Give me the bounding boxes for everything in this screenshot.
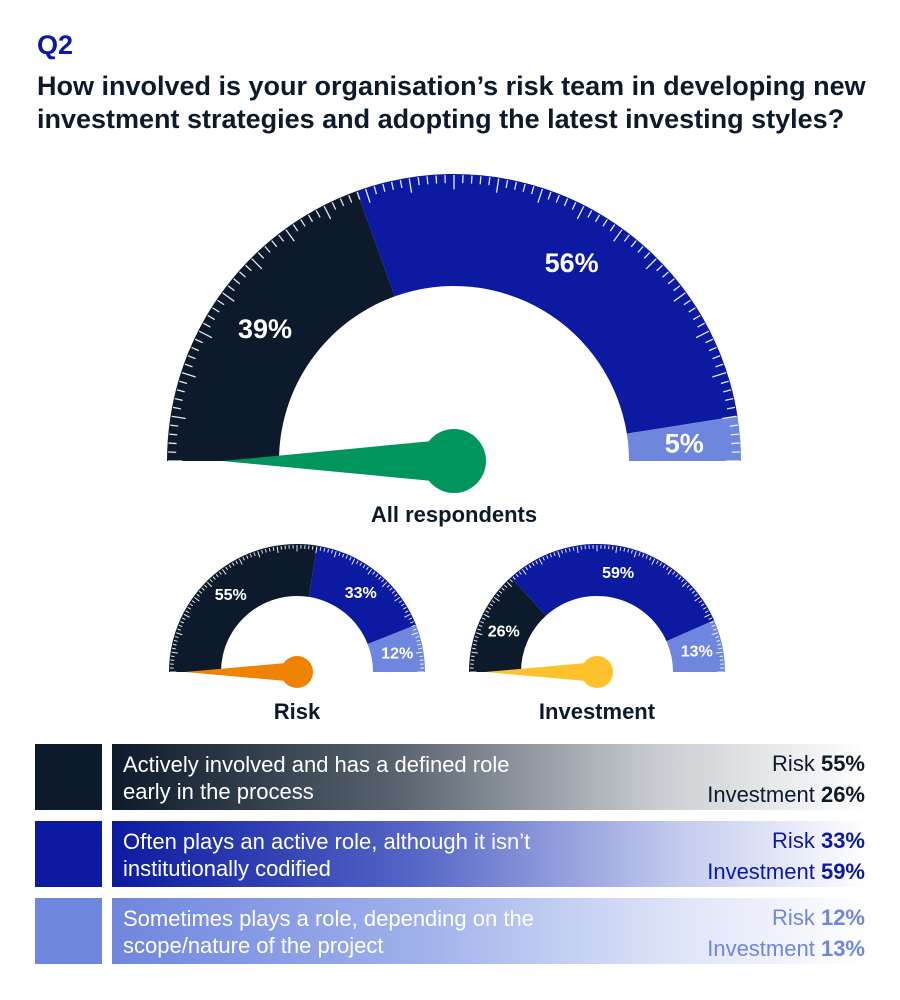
legend-label-often: Often plays an active role, although it …: [123, 829, 531, 881]
gauge-risk-label-often: 33%: [345, 585, 377, 602]
legend-risk-label: Risk: [772, 905, 815, 930]
gauge-investment-label-actively: 26%: [488, 623, 520, 640]
gauge-all-ticks: [168, 175, 740, 462]
gauge-all-segment-sometimes: [626, 416, 741, 461]
legend-investment-label: Investment: [707, 782, 815, 807]
legend-swatch-sometimes: [35, 898, 102, 964]
question-number: Q2: [37, 30, 74, 60]
legend-bar-sometimes: Sometimes plays a role, depending on the…: [112, 898, 869, 964]
gauge-risk-needle-hub: [281, 656, 313, 688]
gauge-investment-ticks: [470, 545, 724, 673]
gauge-investment-segment-actively: [469, 577, 546, 672]
gauge-investment-name: Investment: [539, 699, 656, 724]
legend-values-often: Risk 33% Investment 59%: [707, 825, 865, 887]
legend-row-actively: Actively involved and has a defined role…: [35, 744, 869, 810]
gauge-risk: 55% 33% 12% Risk: [169, 544, 425, 724]
legend-row-often: Often plays an active role, although it …: [35, 821, 869, 887]
gauge-all-segment-often: [356, 174, 738, 434]
gauge-investment-segment-sometimes: [666, 620, 725, 672]
legend-risk-value: 33%: [820, 828, 865, 853]
legend-bar-often: Often plays an active role, although it …: [112, 821, 869, 887]
gauge-investment-segment-often: [510, 544, 715, 642]
legend-risk-label: Risk: [772, 751, 815, 776]
gauge-all-name: All respondents: [371, 502, 537, 527]
legend-label-actively: Actively involved and has a defined role…: [123, 752, 510, 804]
gauge-all-label-sometimes: 5%: [665, 429, 704, 459]
gauge-investment-needle-hub: [581, 656, 613, 688]
gauge-all-segment-actively: [167, 190, 395, 461]
gauge-investment-needle: [485, 662, 597, 682]
gauge-all-needle-hub: [422, 429, 486, 493]
legend-investment-label: Investment: [707, 859, 815, 884]
gauge-investment: 26% 59% 13% Investment: [469, 544, 725, 724]
legend-risk-label: Risk: [772, 828, 815, 853]
gauge-all-needle: [222, 439, 454, 483]
legend-swatch-often: [35, 821, 102, 887]
legend-investment-label: Investment: [707, 936, 815, 961]
gauge-all-label-actively: 39%: [238, 314, 292, 344]
gauge-all: 39% 56% 5% All respondents: [167, 174, 741, 527]
gauge-charts: 39% 56% 5% All respondents 55% 33% 12% Risk 26% 5…: [167, 174, 741, 724]
gauge-investment-label-often: 59%: [602, 565, 634, 582]
question-title: How involved is your organisation’s risk…: [37, 71, 866, 134]
legend-investment-value: 26%: [820, 782, 865, 807]
gauge-risk-segment-actively: [169, 544, 318, 672]
legend-investment-value: 59%: [820, 859, 865, 884]
legend-bar-actively: Actively involved and has a defined role…: [112, 744, 869, 810]
legend-label-sometimes: Sometimes plays a role, depending on the…: [123, 906, 534, 958]
gauge-risk-name: Risk: [274, 699, 321, 724]
legend-risk-value: 12%: [820, 905, 865, 930]
gauge-risk-ticks: [170, 545, 424, 673]
legend-investment-value: 13%: [820, 936, 865, 961]
gauge-investment-label-sometimes: 13%: [681, 644, 713, 661]
legend-swatch-actively: [35, 744, 102, 810]
legend-row-sometimes: Sometimes plays a role, depending on the…: [35, 898, 869, 964]
gauge-risk-segment-sometimes: [367, 624, 425, 672]
legend-values-sometimes: Risk 12% Investment 13%: [707, 902, 865, 964]
gauge-risk-needle: [185, 662, 297, 682]
gauge-risk-segment-often: [308, 545, 417, 645]
legend-risk-value: 55%: [820, 751, 865, 776]
gauge-risk-label-actively: 55%: [215, 587, 247, 604]
gauge-all-label-often: 56%: [545, 248, 599, 278]
gauge-risk-label-sometimes: 12%: [381, 646, 413, 663]
legend-values-actively: Risk 55% Investment 26%: [707, 748, 865, 810]
